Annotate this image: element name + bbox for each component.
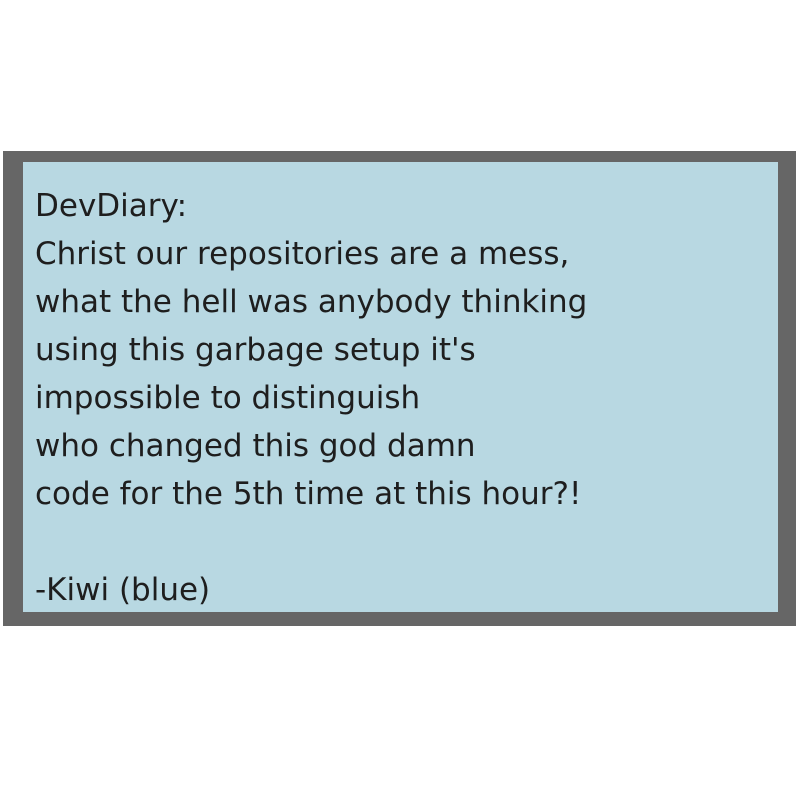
note-line: using this garbage setup it's (35, 332, 476, 368)
note-blank-line (35, 518, 766, 566)
note-heading: DevDiary: (35, 188, 188, 224)
note-line: who changed this god damn (35, 428, 476, 464)
dev-diary-note: DevDiary: Christ our repositories are a … (23, 162, 778, 612)
note-line: impossible to distinguish (35, 380, 421, 416)
note-line: what the hell was anybody thinking (35, 284, 588, 320)
note-line: Christ our repositories are a mess, (35, 236, 570, 272)
note-signature: -Kiwi (blue) (35, 572, 211, 608)
note-frame: DevDiary: Christ our repositories are a … (3, 151, 796, 626)
note-line: code for the 5th time at this hour?! (35, 476, 582, 512)
